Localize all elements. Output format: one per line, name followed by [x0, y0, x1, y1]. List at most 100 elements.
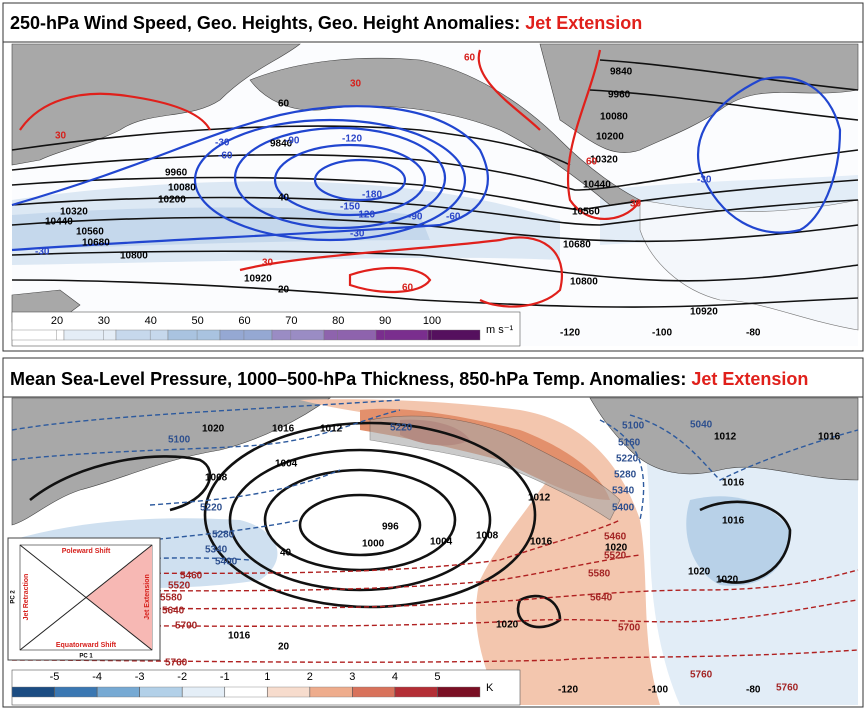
contour-label: 60	[402, 283, 414, 294]
contour-label: -90	[285, 136, 300, 147]
colorbar-cell	[437, 686, 481, 698]
contour-label: 5400	[612, 503, 635, 514]
contour-label: 60	[278, 99, 290, 110]
title-text: 250-hPa Wind Speed, Geo. Heights, Geo. H…	[10, 13, 525, 33]
colorbar-cell	[54, 686, 98, 698]
contour-label: 10680	[82, 238, 110, 249]
colorbar-cell	[11, 329, 65, 341]
contour-label: 5580	[160, 593, 183, 604]
contour-label: 5280	[212, 530, 235, 541]
colorbar-unit: K	[486, 682, 494, 694]
colorbar-cell	[63, 329, 117, 341]
contour-label: -30	[697, 175, 712, 186]
contour-label: 5220	[390, 423, 413, 434]
contour-label: 9960	[608, 90, 631, 101]
colorbar-cell	[139, 686, 183, 698]
contour-label: -80	[746, 328, 761, 339]
contour-label: 5340	[205, 545, 228, 556]
contour-label: -120	[342, 134, 362, 145]
contour-label: 5040	[690, 420, 713, 431]
contour-label: 30	[55, 131, 67, 142]
contour-label: 9960	[165, 168, 188, 179]
contour-label: 40	[280, 548, 292, 559]
contour-label: 60	[464, 53, 476, 64]
contour-label: 20	[278, 642, 290, 653]
contour-label: 30	[350, 79, 362, 90]
contour-label: -30	[35, 247, 50, 258]
contour-label: 1020	[605, 543, 628, 554]
contour-label: 30	[262, 258, 274, 269]
colorbar-tick-label: 20	[51, 315, 63, 327]
contour-label: -180	[362, 190, 382, 201]
map	[11, 43, 859, 347]
title-text: Jet Extension	[691, 369, 808, 389]
colorbar-tick-label: 40	[145, 315, 157, 327]
colorbar-cell	[323, 329, 377, 341]
contour-label: 9840	[610, 67, 633, 78]
contour-label: Poleward Shift	[62, 548, 111, 555]
panel-title: Mean Sea-Level Pressure, 1000–500-hPa Th…	[10, 369, 808, 389]
colorbar-tick-label: -5	[50, 671, 60, 683]
contour-label: 1000	[362, 539, 385, 550]
contour-label: 5280	[614, 470, 637, 481]
colorbar-unit: m s⁻¹	[486, 324, 514, 336]
contour-label: 1020	[496, 620, 519, 631]
colorbar-tick-label: -1	[220, 671, 230, 683]
colorbar-cell	[167, 329, 221, 341]
contour-label: 5220	[616, 454, 639, 465]
contour-label: 5400	[215, 557, 238, 568]
title-text: Jet Extension	[525, 13, 642, 33]
contour-label: 5520	[168, 581, 191, 592]
colorbar-cell	[352, 686, 396, 698]
contour-label: 5760	[690, 670, 713, 681]
contour-label: 5760	[165, 658, 188, 669]
contour-label: 1020	[716, 575, 739, 586]
contour-label: 20	[278, 285, 290, 296]
contour-label: 5100	[168, 435, 191, 446]
panel-title: 250-hPa Wind Speed, Geo. Heights, Geo. H…	[10, 13, 642, 33]
contour-label: 5520	[604, 551, 627, 562]
colorbar: -5 -4 -3 -2 -1 1 2 3 4 5 K	[11, 671, 494, 698]
contour-label: 10080	[168, 183, 196, 194]
colorbar-tick-label: 2	[307, 671, 313, 683]
contour-label: -80	[746, 685, 761, 696]
colorbar-cell	[224, 686, 268, 698]
contour-label: 30	[630, 199, 642, 210]
contour-label: 1016	[530, 537, 553, 548]
contour-label: -90	[408, 212, 423, 223]
colorbar-cell	[427, 329, 481, 341]
contour-label: 10800	[570, 277, 598, 288]
contour-label: 10200	[596, 132, 624, 143]
contour-label: 1012	[528, 493, 551, 504]
contour-label: 40	[278, 193, 290, 204]
contour-labels: 9840 9960 10080 10200 10320 10440 10560 …	[35, 53, 761, 339]
contour-label: 5460	[180, 571, 203, 582]
contour-label: -60	[218, 151, 233, 162]
colorbar-tick-label: 30	[98, 315, 110, 327]
contour-label: 1020	[688, 567, 711, 578]
contour-label: -30	[350, 229, 365, 240]
title-text: Mean Sea-Level Pressure, 1000–500-hPa Th…	[10, 369, 691, 389]
contour-label: 5700	[175, 621, 198, 632]
colorbar-tick-label: 50	[192, 315, 204, 327]
colorbar-cell	[96, 686, 140, 698]
contour-label: 1012	[320, 424, 343, 435]
contour-label: 1004	[430, 537, 453, 548]
contour-label: 1004	[275, 459, 298, 470]
contour-label: 5580	[588, 569, 611, 580]
contour-label: 1008	[476, 531, 499, 542]
contour-label: 1016	[722, 516, 745, 527]
colorbar-cell	[267, 686, 311, 698]
contour-label: PC 1	[79, 654, 93, 660]
inset-labels: Poleward Shift Equatorward Shift Jet Ret…	[11, 548, 151, 660]
contour-label: 5640	[162, 606, 185, 617]
contour-label: 5460	[604, 532, 627, 543]
contour-label: 9840	[270, 139, 293, 150]
colorbar-cell	[375, 329, 429, 341]
contour-label: 10080	[600, 112, 628, 123]
colorbar-tick-label: 60	[238, 315, 250, 327]
colorbar-tick-label: 100	[423, 315, 441, 327]
contour-label: 10680	[563, 240, 591, 251]
contour-label: 5160	[618, 438, 641, 449]
